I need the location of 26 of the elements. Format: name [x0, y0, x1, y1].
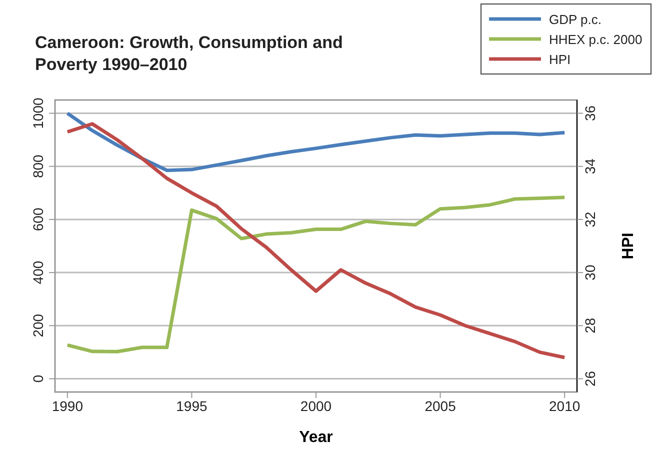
line-series	[66, 122, 566, 360]
chart-title: Cameroon: Growth, Consumption and Poverty 1990–2010	[35, 33, 343, 74]
y2-tick-label: 26	[582, 370, 598, 387]
legend-label: HHEX p.c. 2000	[549, 32, 642, 47]
y-tick-label: 600	[30, 208, 46, 232]
x-tick-label: 2000	[300, 398, 332, 414]
x-axis-title: Year	[299, 429, 333, 446]
x-tick-label: 2010	[548, 398, 580, 414]
legend-label: HPI	[549, 52, 571, 67]
y2-tick-label: 36	[582, 105, 598, 122]
line-series	[66, 196, 566, 354]
y-tick-label: 1000	[30, 97, 46, 129]
x-tick-label: 1995	[176, 398, 208, 414]
y-tick-label: 800	[30, 154, 46, 178]
y2-tick-label: 32	[582, 211, 598, 228]
x-tick-label: 2005	[424, 398, 456, 414]
y-tick-label: 0	[30, 374, 46, 383]
y2-tick-label: 28	[582, 318, 598, 334]
legend-label: GDP p.c.	[549, 12, 602, 27]
y2-axis-title: HPI	[620, 232, 637, 260]
y-tick-label: 200	[30, 314, 46, 338]
y-tick-label: 400	[30, 260, 46, 284]
y2-tick-label: 34	[582, 158, 598, 174]
line-series	[66, 112, 566, 172]
y2-tick-label: 30	[582, 264, 598, 280]
x-tick-label: 1990	[52, 398, 84, 414]
